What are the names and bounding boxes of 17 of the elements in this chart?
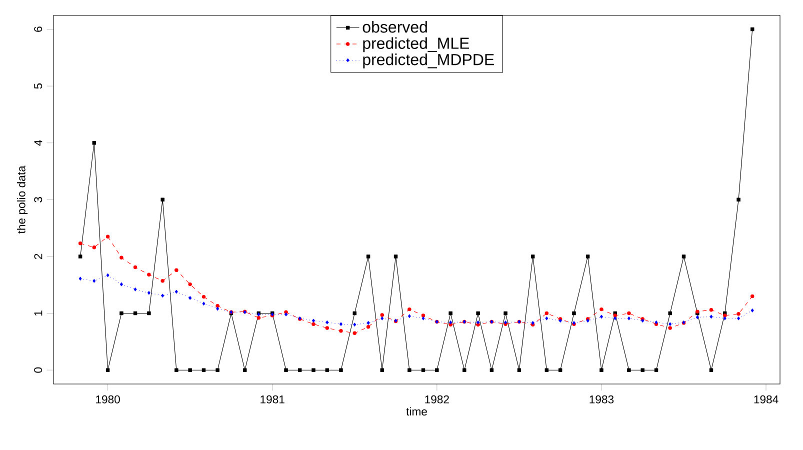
legend-label: predicted_MDPDE: [363, 53, 494, 68]
y-axis-title: the polio data: [17, 166, 28, 234]
y-tick-label: 1: [34, 310, 42, 316]
y-tick-label: 2: [34, 254, 42, 260]
y-tick-label: 0: [34, 367, 42, 373]
legend-label: observed: [362, 20, 427, 33]
y-tick-label: 6: [34, 26, 42, 32]
legend-label: predicted_MLE: [363, 37, 470, 52]
y-tick-label: 4: [34, 140, 42, 146]
x-tick-label: 1982: [425, 395, 449, 404]
y-tick-label: 5: [34, 83, 42, 89]
x-tick-label: 1981: [260, 395, 284, 404]
y-tick-label: 3: [34, 197, 42, 202]
x-tick-label: 1980: [96, 395, 120, 404]
x-axis-title: time: [406, 407, 427, 416]
x-tick-label: 1984: [754, 395, 778, 404]
x-tick-label: 1983: [590, 395, 614, 404]
